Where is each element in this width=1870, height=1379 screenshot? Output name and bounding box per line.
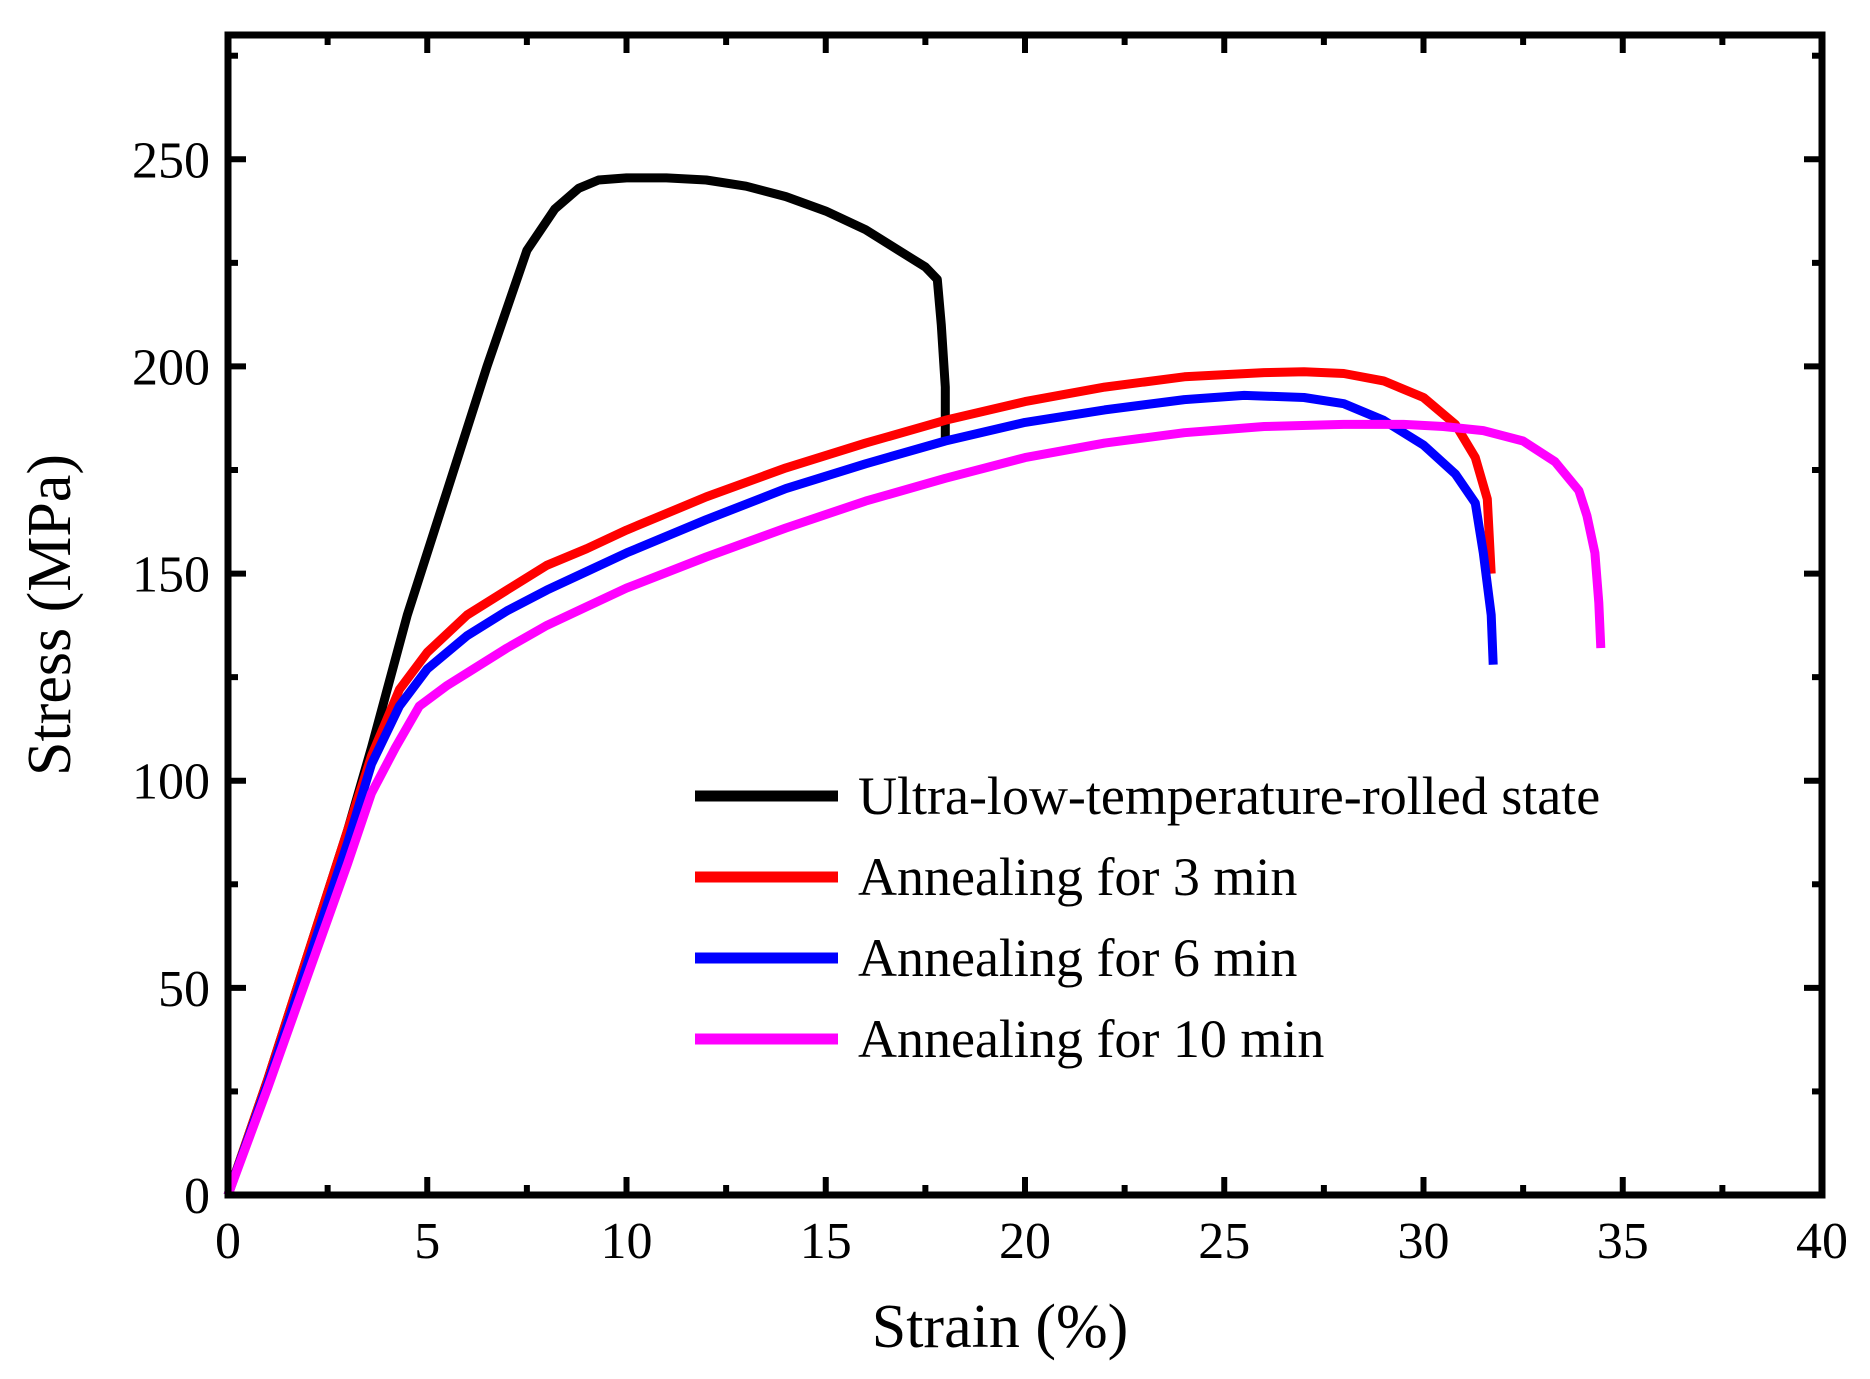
x-tick-label: 20	[999, 1213, 1051, 1270]
series-layer	[223, 173, 1606, 1197]
series-line-3	[223, 419, 1606, 1197]
y-tick-label: 100	[132, 754, 210, 811]
x-tick-label: 40	[1796, 1213, 1848, 1270]
y-axis-title: Stress (MPa)	[16, 454, 84, 776]
y-tick-label: 200	[132, 339, 210, 396]
x-tick-label: 15	[800, 1213, 852, 1270]
x-tick-label: 25	[1198, 1213, 1250, 1270]
y-tick-label: 50	[158, 961, 210, 1018]
x-tick-label: 5	[414, 1213, 440, 1270]
series-line-2	[223, 390, 1498, 1197]
y-tick-label: 150	[132, 547, 210, 604]
series-line-1	[223, 367, 1496, 1197]
x-axis-title: Strain (%)	[872, 1293, 1129, 1361]
legend-label-1: Annealing for 3 min	[858, 847, 1297, 907]
y-tick-label: 0	[184, 1168, 210, 1225]
x-tick-label: 30	[1398, 1213, 1450, 1270]
legend-label-3: Annealing for 10 min	[858, 1009, 1324, 1069]
x-tick-label: 10	[601, 1213, 653, 1270]
legend: Ultra-low-temperature-rolled state Anneal…	[695, 766, 1600, 1069]
y-tick-label: 250	[132, 132, 210, 189]
legend-label-2: Annealing for 6 min	[858, 928, 1297, 988]
plot-frame	[224, 31, 1826, 1199]
legend-label-0: Ultra-low-temperature-rolled state	[858, 766, 1600, 826]
x-tick-label: 35	[1597, 1213, 1649, 1270]
x-tick-label: 0	[215, 1213, 241, 1270]
